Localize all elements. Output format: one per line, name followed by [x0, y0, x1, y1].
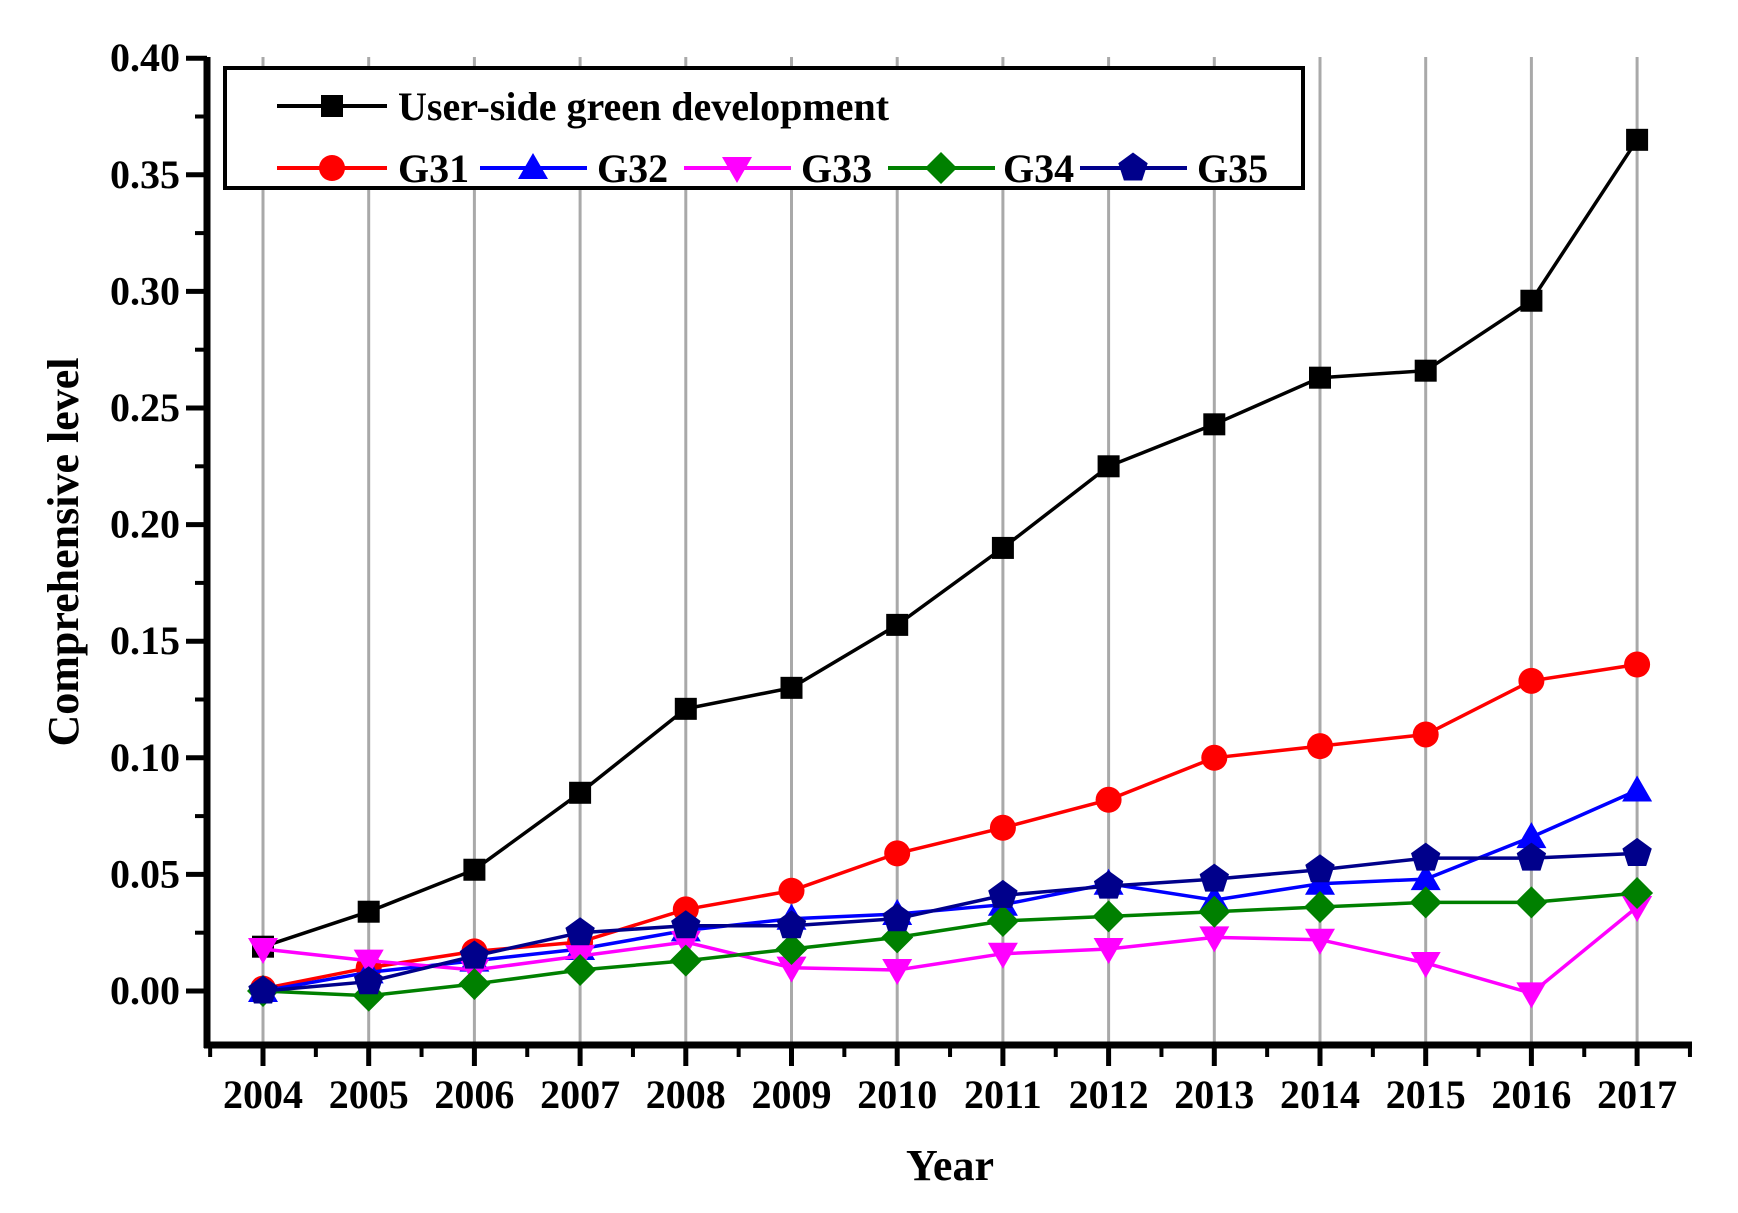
legend-label-user-side-green-development: User-side green development: [398, 84, 890, 129]
legend-label-g31: G31: [398, 146, 469, 191]
legend-label-g34: G34: [1003, 146, 1074, 191]
legend-glyph-g35: [1080, 152, 1187, 181]
y-tick-label: 0.15: [110, 618, 180, 663]
x-tick-label: 2013: [1174, 1072, 1254, 1117]
y-tick-label: 0.40: [110, 35, 180, 80]
x-tick-label: 2011: [964, 1072, 1042, 1117]
x-tick-label: 2010: [857, 1072, 937, 1117]
legend-glyph-g32: [480, 153, 587, 179]
series-layer: [247, 128, 1654, 1012]
series-g34: [247, 877, 1654, 1012]
legend-glyph-g34: [888, 152, 995, 184]
x-tick-label: 2016: [1491, 1072, 1571, 1117]
legend-glyphs: [277, 95, 1187, 184]
x-tick-label: 2007: [540, 1072, 620, 1117]
y-tick-label: 0.30: [110, 268, 180, 313]
legend-label-g32: G32: [597, 146, 668, 191]
y-tick-label: 0.05: [110, 851, 180, 896]
x-tick-label: 2012: [1069, 1072, 1149, 1117]
legend-label-g33: G33: [801, 146, 872, 191]
axes: 0.00 0.05 0.10 0.15 0.20 0.25 0.30 0.35 0.40 2004…: [110, 35, 1692, 1117]
legend-label-g35: G35: [1197, 146, 1268, 191]
y-tick-label: 0.25: [110, 385, 180, 430]
x-tick-label: 2017: [1597, 1072, 1677, 1117]
y-tick-label: 0.35: [110, 152, 180, 197]
y-axis-title: Comprehensive level: [39, 357, 88, 746]
series-g33: [248, 896, 1653, 1009]
x-tick-label: 2005: [329, 1072, 409, 1117]
x-axis-title: Year: [906, 1141, 994, 1190]
legend-glyph-user-side-green-development: [277, 95, 387, 117]
legend: User-side green development G31 G32 G33 …: [223, 66, 1305, 191]
series-user-side-green-development: [252, 128, 1649, 958]
legend-glyph-g31: [277, 155, 387, 181]
y-tick-label: 0.10: [110, 735, 180, 780]
y-tick-label: 0.20: [110, 502, 180, 547]
series-g31: [250, 651, 1651, 1002]
x-tick-label: 2015: [1386, 1072, 1466, 1117]
x-tick-label: 2006: [434, 1072, 514, 1117]
x-tick-label: 2008: [646, 1072, 726, 1117]
x-tick-label: 2014: [1280, 1072, 1360, 1117]
series-g35: [248, 837, 1652, 1004]
legend-glyph-g33: [684, 157, 791, 183]
x-tick-label: 2004: [223, 1072, 303, 1117]
y-tick-label: 0.00: [110, 968, 180, 1013]
x-tick-label: 2009: [752, 1072, 832, 1117]
